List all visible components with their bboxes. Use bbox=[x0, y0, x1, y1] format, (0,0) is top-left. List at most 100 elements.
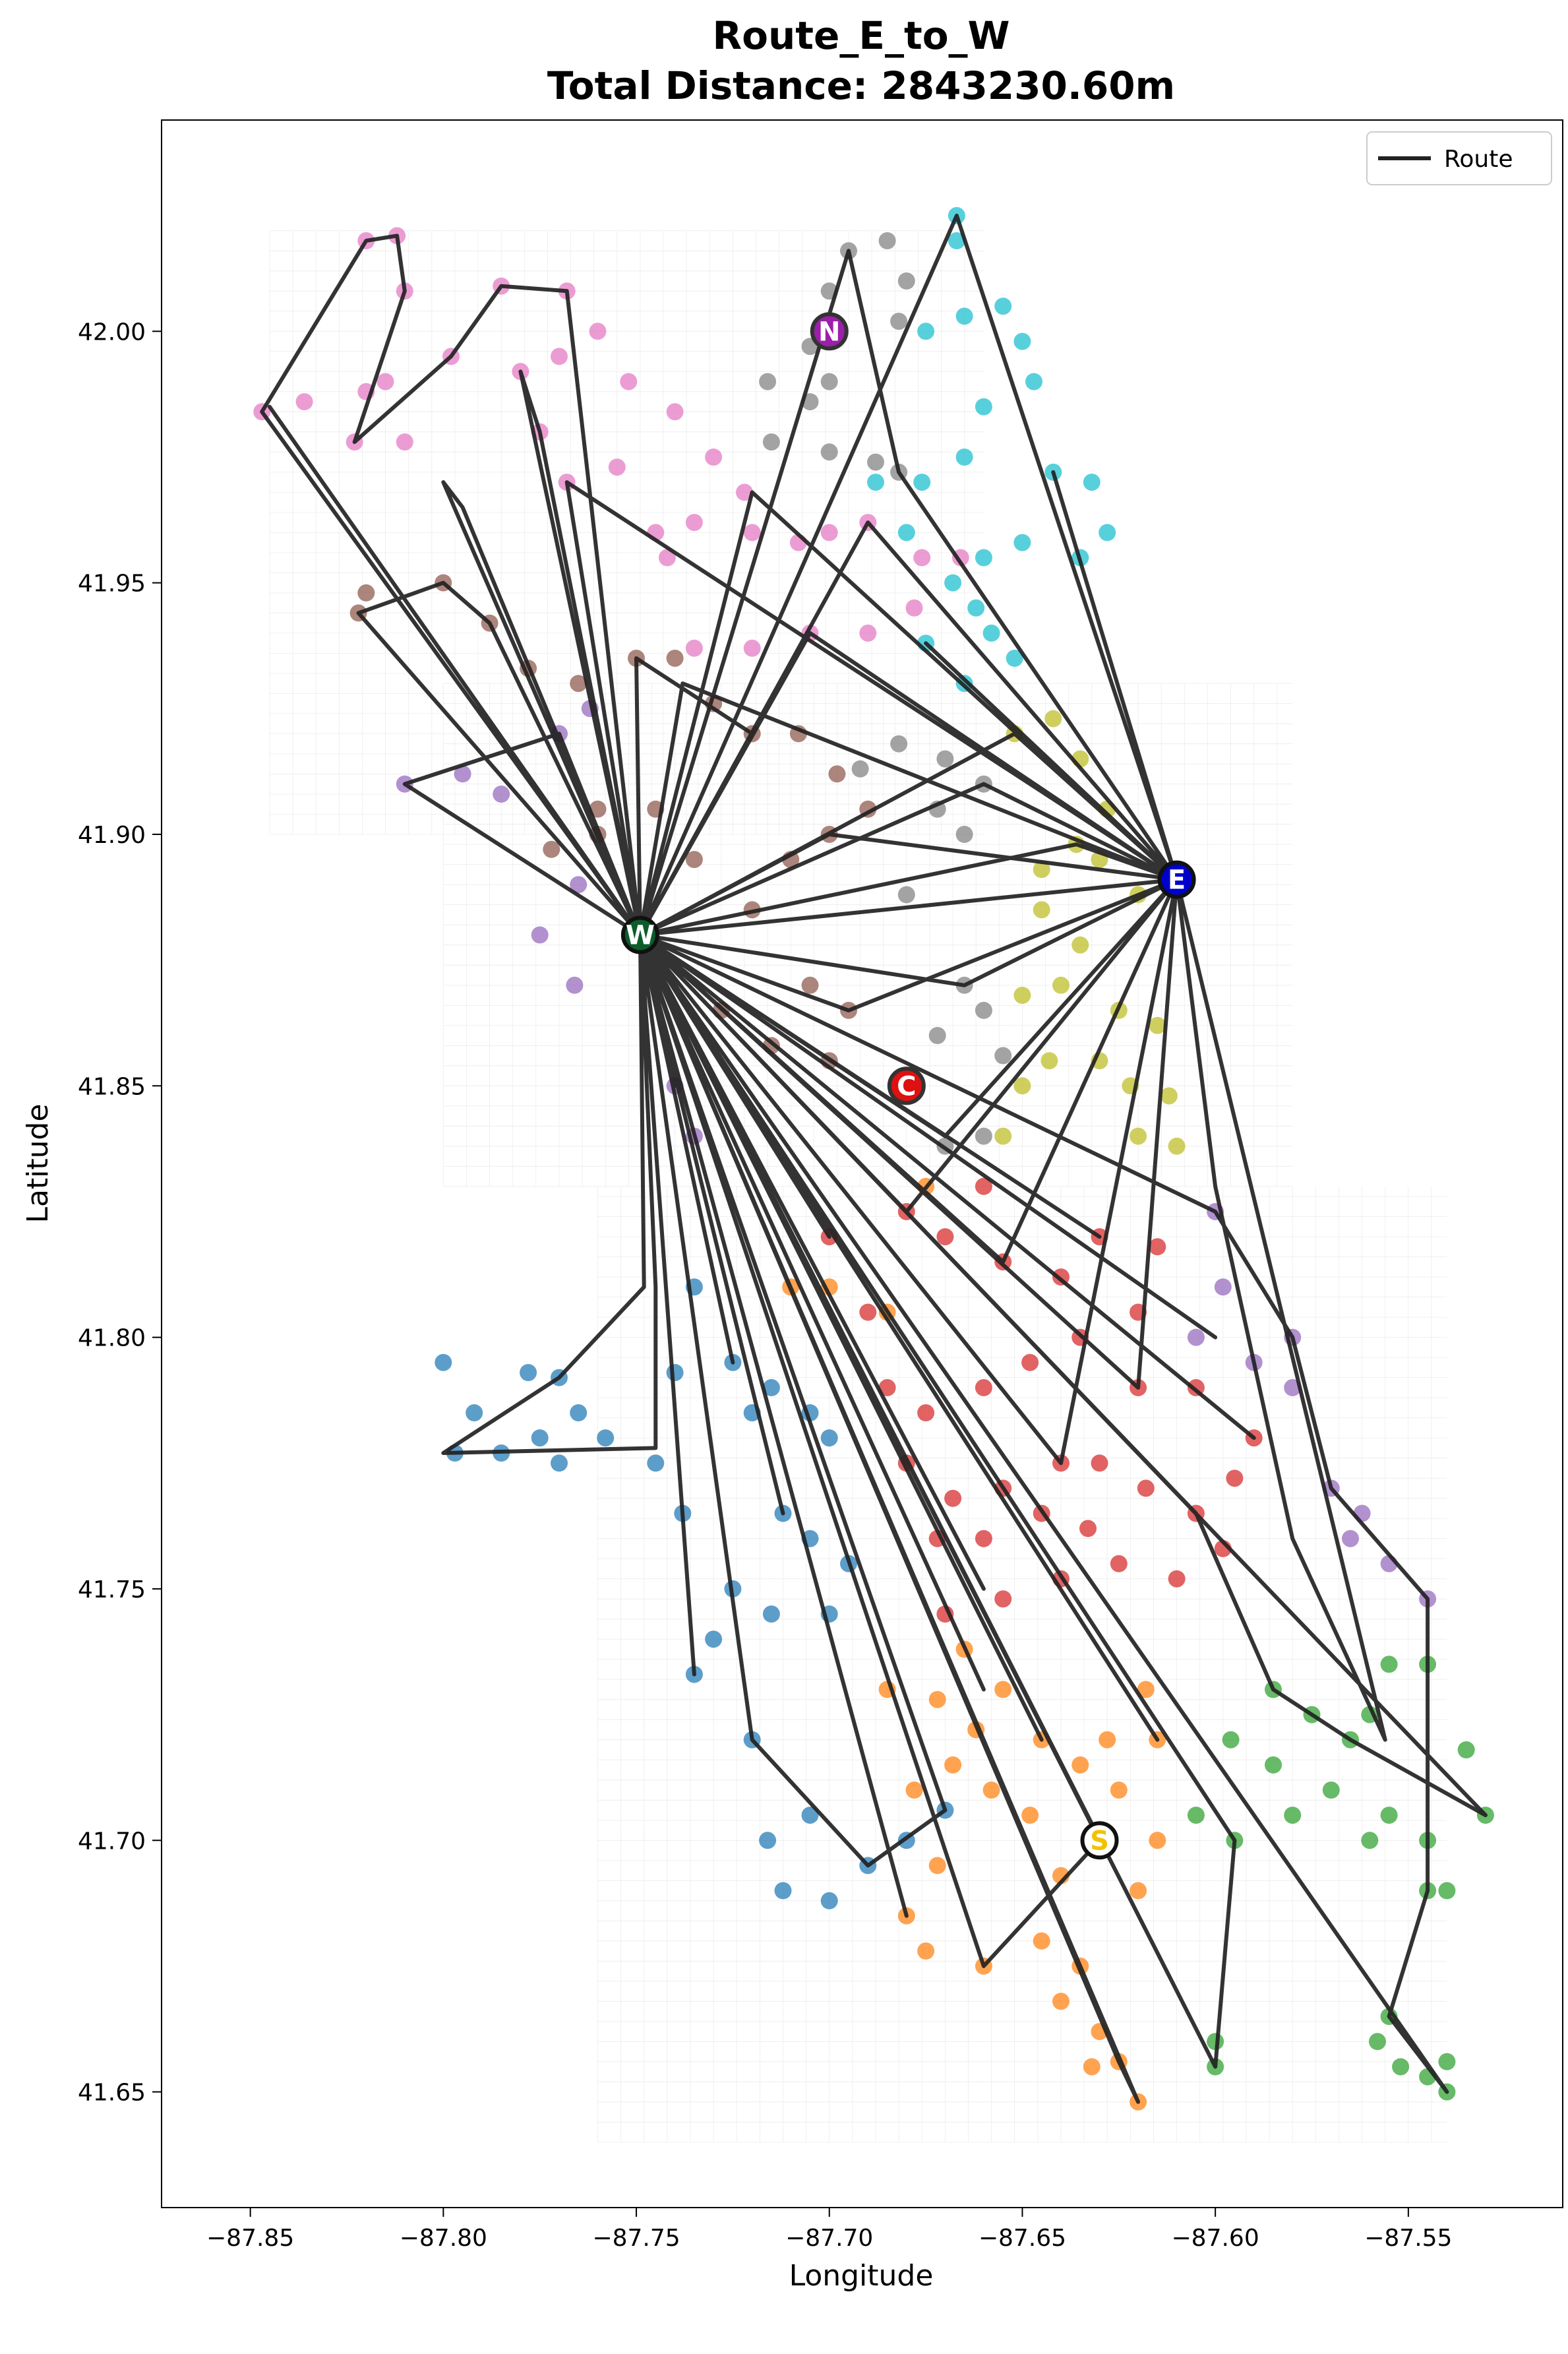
cluster-point bbox=[928, 1857, 946, 1874]
cluster-point bbox=[975, 549, 992, 567]
route-line-layer bbox=[260, 213, 1488, 2104]
cluster-point bbox=[295, 393, 313, 411]
cluster-point bbox=[1021, 1807, 1039, 1824]
y-axis-ticks: 41.65 41.70 41.75 41.80 41.85 41.90 41.95 42.00 bbox=[78, 319, 162, 2107]
y-tick-label: 41.95 bbox=[78, 571, 146, 598]
cluster-point bbox=[955, 307, 973, 325]
cluster-point bbox=[936, 750, 954, 768]
cluster-point bbox=[1033, 1932, 1050, 1950]
cluster-point bbox=[666, 650, 684, 667]
cluster-point bbox=[1052, 976, 1070, 994]
cluster-point bbox=[975, 1001, 992, 1019]
cluster-point bbox=[396, 433, 413, 451]
cluster-point bbox=[944, 1489, 962, 1507]
cluster-point bbox=[570, 876, 588, 894]
cluster-point bbox=[1187, 1328, 1205, 1346]
landmark-c: C bbox=[887, 1067, 926, 1105]
legend: Route bbox=[1366, 131, 1552, 185]
cluster-point bbox=[1013, 534, 1031, 551]
cluster-point bbox=[1071, 936, 1089, 954]
cluster-point bbox=[1214, 1278, 1232, 1296]
landmark-marker bbox=[1157, 860, 1196, 899]
cluster-point bbox=[762, 1378, 780, 1396]
cluster-point bbox=[1083, 2058, 1101, 2076]
cluster-point bbox=[994, 1047, 1012, 1065]
cluster-point bbox=[531, 926, 549, 944]
x-axis-ticks: −87.85 −87.80 −87.75 −87.70 −87.65 −87.60 −87.… bbox=[206, 2208, 1452, 2252]
cluster-point bbox=[948, 232, 965, 249]
cluster-point bbox=[1380, 1807, 1398, 1824]
x-tick-label: −87.65 bbox=[979, 2225, 1066, 2252]
chart-title-line2: Total Distance: 2843230.60m bbox=[547, 63, 1175, 108]
cluster-point bbox=[967, 599, 985, 617]
cluster-point bbox=[994, 1127, 1012, 1145]
cluster-point bbox=[1071, 1756, 1089, 1774]
cluster-point bbox=[928, 1027, 946, 1044]
cluster-point bbox=[658, 549, 676, 567]
x-tick-label: −87.60 bbox=[1172, 2225, 1259, 2252]
cluster-point bbox=[466, 1404, 483, 1421]
cluster-point bbox=[1025, 373, 1042, 390]
cluster-point bbox=[570, 1404, 588, 1421]
cluster-point bbox=[905, 1781, 923, 1799]
cluster-point bbox=[705, 449, 723, 466]
cluster-point bbox=[566, 976, 584, 994]
landmark-marker bbox=[1080, 1821, 1119, 1860]
cluster-point bbox=[1033, 861, 1050, 879]
cluster-point bbox=[982, 1781, 1000, 1799]
landmark-w: W bbox=[620, 915, 659, 954]
cluster-point bbox=[955, 826, 973, 843]
cluster-point bbox=[801, 976, 819, 994]
cluster-point bbox=[759, 1832, 777, 1849]
y-tick-label: 42.00 bbox=[78, 319, 146, 346]
landmark-label: C bbox=[897, 1071, 916, 1101]
cluster-point bbox=[917, 1942, 935, 1960]
cluster-point bbox=[551, 1454, 568, 1472]
cluster-point bbox=[1040, 1052, 1058, 1070]
cluster-point bbox=[666, 1364, 684, 1381]
cluster-point bbox=[994, 1590, 1012, 1608]
cluster-point bbox=[1013, 987, 1031, 1004]
cluster-point bbox=[570, 675, 588, 693]
landmark-label: W bbox=[626, 920, 655, 950]
cluster-point bbox=[928, 1690, 946, 1708]
cluster-point bbox=[1099, 524, 1116, 542]
y-tick-label: 41.90 bbox=[78, 822, 146, 849]
cluster-point bbox=[357, 584, 375, 602]
cluster-point bbox=[705, 1630, 723, 1648]
cluster-point bbox=[608, 458, 626, 476]
landmark-s: S bbox=[1080, 1821, 1119, 1860]
cluster-point bbox=[1021, 1353, 1039, 1371]
cluster-point bbox=[878, 1378, 896, 1396]
cluster-point bbox=[1091, 1454, 1108, 1472]
cluster-point bbox=[1369, 2033, 1386, 2051]
cluster-point bbox=[944, 1756, 962, 1774]
cluster-point bbox=[589, 323, 607, 340]
x-tick-label: −87.70 bbox=[785, 2225, 873, 2252]
y-tick-label: 41.75 bbox=[78, 1576, 146, 1603]
cluster-point bbox=[1160, 1087, 1178, 1105]
cluster-point bbox=[1168, 1137, 1186, 1155]
cluster-point bbox=[1079, 1520, 1097, 1537]
y-axis-label: Latitude bbox=[21, 1103, 55, 1223]
cluster-point bbox=[820, 443, 838, 461]
cluster-point bbox=[1013, 1077, 1031, 1095]
cluster-point bbox=[867, 474, 884, 491]
y-tick-label: 41.80 bbox=[78, 1325, 146, 1352]
cluster-point bbox=[1013, 332, 1031, 350]
y-tick-label: 41.65 bbox=[78, 2080, 146, 2107]
cluster-point bbox=[743, 524, 761, 542]
cluster-point bbox=[1322, 1781, 1340, 1799]
cluster-point bbox=[982, 624, 1000, 642]
cluster-point bbox=[801, 1807, 819, 1824]
legend-box bbox=[1366, 131, 1552, 185]
cluster-point bbox=[890, 735, 908, 753]
landmark-markers-layer: N E W C S bbox=[620, 312, 1196, 1860]
x-tick-label: −87.80 bbox=[400, 2225, 487, 2252]
cluster-point bbox=[1033, 901, 1050, 919]
landmark-e: E bbox=[1157, 860, 1196, 899]
legend-route-label: Route bbox=[1444, 146, 1513, 173]
cluster-point bbox=[975, 1127, 992, 1145]
cluster-point bbox=[975, 398, 992, 416]
cluster-point bbox=[762, 433, 780, 451]
